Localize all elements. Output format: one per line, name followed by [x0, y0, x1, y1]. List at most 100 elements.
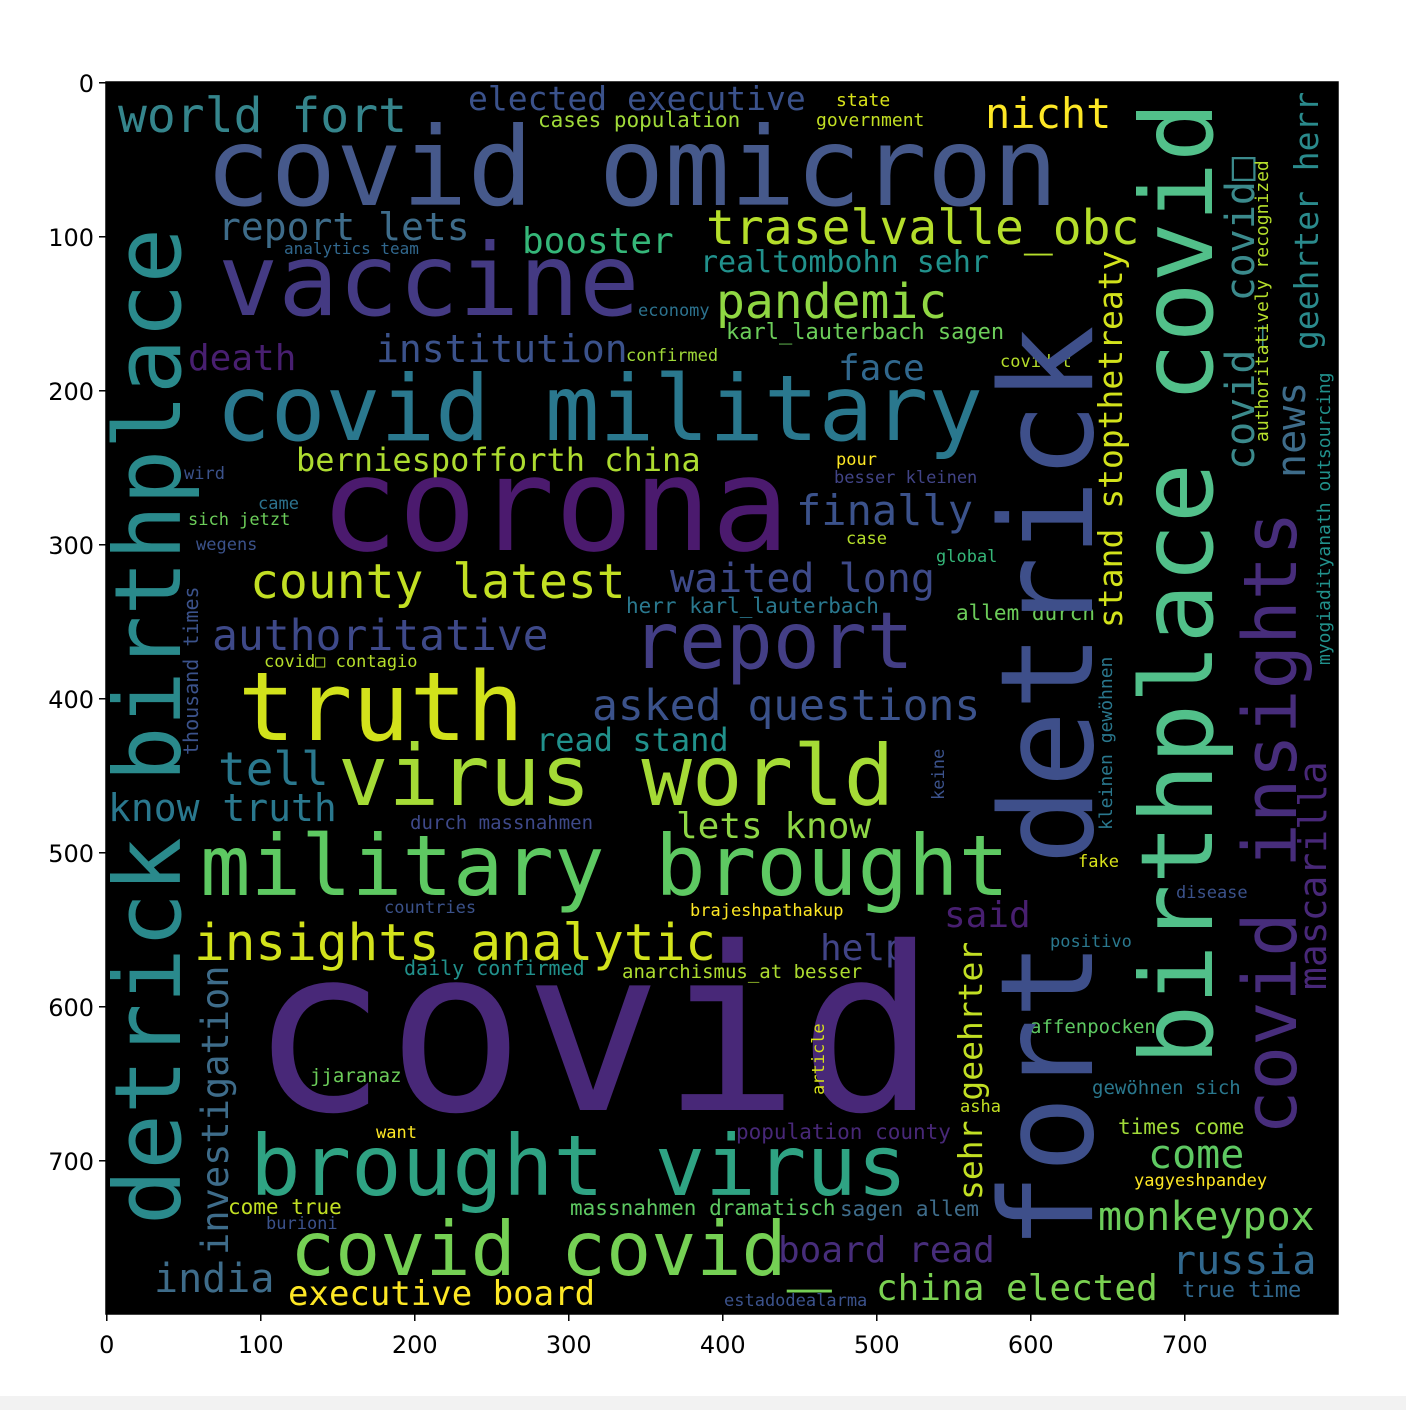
window-edge	[0, 1396, 1406, 1410]
word: insights analytic	[194, 914, 716, 973]
word: death	[188, 338, 296, 379]
word: daily confirmed	[404, 956, 585, 980]
word: face	[838, 348, 925, 389]
word: nicht	[985, 89, 1111, 138]
word: brajeshpathakup	[690, 901, 844, 921]
word: estadodealarma	[724, 1291, 867, 1311]
plot-frame	[105, 81, 1339, 1315]
word: jjaranaz	[310, 1065, 402, 1087]
word: india	[154, 1256, 274, 1302]
word: vaccine	[218, 222, 639, 339]
word: positivo	[1050, 932, 1132, 952]
word: help	[820, 928, 907, 969]
word: durch massnahmen	[410, 812, 593, 834]
word: birthplace covid	[1119, 102, 1236, 1065]
word: want	[376, 1123, 417, 1143]
x-tick-label: 400	[700, 1331, 746, 1359]
word: government	[816, 110, 924, 131]
x-tick-label: 300	[546, 1331, 592, 1359]
word: military brought	[200, 817, 1009, 915]
x-tick-label: 600	[1008, 1331, 1054, 1359]
word: countries	[384, 898, 476, 918]
word: know truth	[108, 786, 337, 830]
word: covid□ contagio	[264, 652, 418, 672]
word: article	[809, 1023, 829, 1095]
word: tell	[218, 742, 329, 796]
word: covid_ covid□	[1218, 157, 1264, 470]
x-tick-label: 200	[392, 1331, 438, 1359]
word: herr karl_lauterbach	[626, 594, 879, 618]
x-tick-label: 0	[99, 1331, 114, 1359]
word: disease	[1176, 883, 1248, 903]
word: population county	[736, 1120, 951, 1144]
word: mascarilla	[1291, 761, 1335, 990]
word: traselvalle_obc	[706, 200, 1139, 256]
word: russia	[1172, 1238, 1317, 1284]
word: state	[836, 90, 890, 111]
word: came	[258, 494, 299, 514]
word: yagyeshpandey	[1134, 1171, 1267, 1191]
word: case	[846, 529, 887, 549]
word: said	[944, 895, 1031, 936]
word-cloud: world fort elected executive state cases po…	[95, 79, 1335, 1314]
word: authoritatively recognized	[1252, 160, 1273, 442]
word: myogiadityanath outsourcing	[1314, 372, 1335, 665]
word: virus world	[338, 727, 894, 825]
word: truth	[238, 653, 524, 763]
word: massnahmen dramatisch	[570, 1196, 836, 1220]
word: keine	[929, 749, 949, 800]
word: affenpocken	[1030, 1016, 1156, 1038]
word: besser kleinen	[834, 468, 977, 488]
word: board read	[778, 1230, 995, 1271]
word: realtombohn sehr	[700, 245, 989, 280]
word: covid military	[216, 357, 983, 462]
word: covid covid_	[290, 1205, 833, 1293]
word: finally	[796, 486, 973, 535]
y-tick-label: 600	[48, 994, 94, 1022]
word: pour	[836, 450, 877, 470]
word: waited long	[670, 556, 935, 602]
word: covid omicron	[205, 104, 1058, 231]
word: berniespofforth china	[296, 441, 701, 479]
image-background	[106, 82, 1338, 1314]
x-tick-label: 700	[1162, 1331, 1208, 1359]
word: confirmed	[626, 346, 718, 366]
word: monkeypox	[1098, 1194, 1315, 1240]
word: times come	[1118, 1115, 1244, 1139]
word: global	[936, 547, 997, 567]
word: authoritative	[212, 611, 549, 661]
word: wegens	[196, 535, 257, 555]
word: stand stopthetreaty	[1091, 251, 1130, 629]
word: detrick birthplace	[95, 228, 202, 1225]
word: news	[1269, 382, 1315, 478]
y-tick-label: 700	[48, 1148, 94, 1176]
word: brought virus	[250, 1117, 907, 1215]
word: geehrter herr	[1287, 92, 1326, 350]
word: county latest	[250, 554, 626, 610]
word: covidrt	[1000, 352, 1072, 372]
word: wird	[184, 464, 225, 484]
word: asha	[960, 1097, 1001, 1117]
word: economy	[638, 301, 710, 321]
word: karl_lauterbach sagen	[726, 320, 1004, 345]
word: true time	[1182, 1278, 1301, 1303]
word: read stand	[536, 721, 729, 759]
word: covid	[250, 898, 936, 1164]
y-tick-label: 0	[79, 70, 94, 98]
word: investigation	[194, 965, 237, 1255]
y-tick-label: 200	[48, 378, 94, 406]
word: elected executive	[468, 79, 806, 118]
word: cases population	[538, 108, 740, 132]
word: allem durch	[956, 601, 1095, 625]
word: pandemic	[716, 274, 947, 330]
word: fake	[1078, 852, 1119, 872]
word: report lets	[218, 205, 470, 249]
word: anarchismus_at besser	[622, 961, 862, 983]
y-tick-label: 400	[48, 686, 94, 714]
word: sehr geehrter	[951, 942, 990, 1200]
word: booster	[522, 221, 674, 262]
y-tick-label: 500	[48, 840, 94, 868]
y-tick-label: 100	[48, 224, 94, 252]
y-tick-label: 300	[48, 532, 94, 560]
